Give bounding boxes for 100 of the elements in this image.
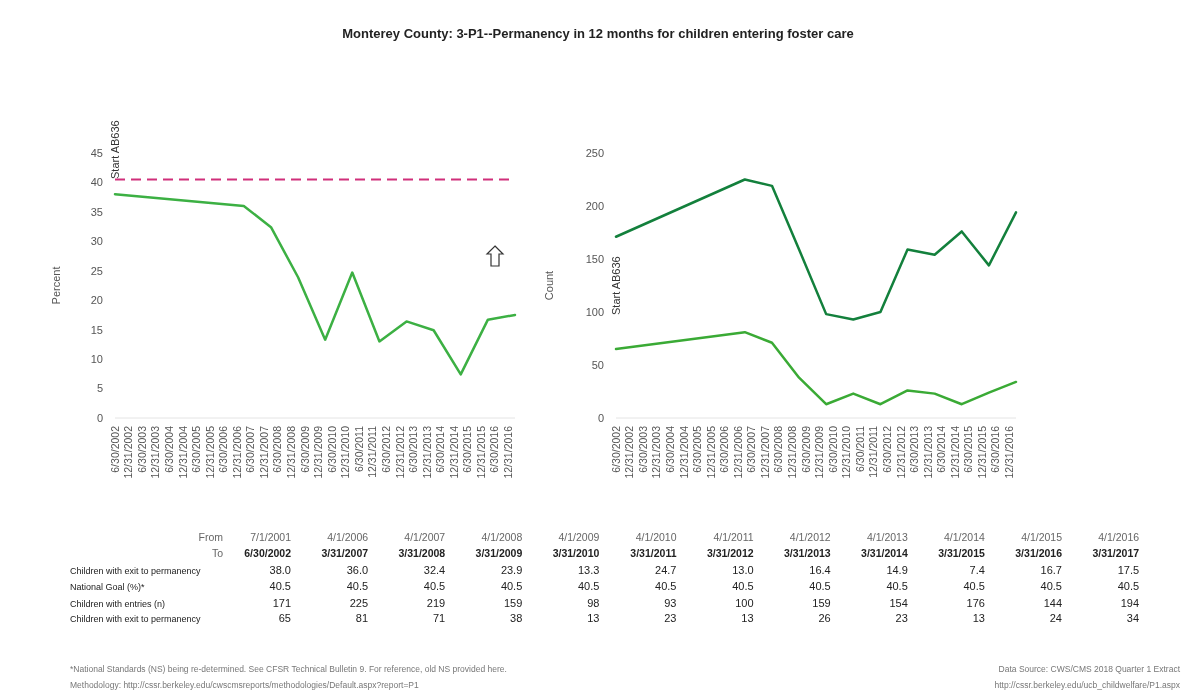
x-tick-label: 6/30/2015 bbox=[461, 425, 474, 473]
data-label: 81 bbox=[355, 612, 369, 624]
category-label: 3/31/2008 bbox=[398, 547, 446, 559]
x-tick-label: 6/30/2006 bbox=[718, 425, 731, 473]
annotation: Start AB636 bbox=[609, 256, 622, 315]
y-tick-label: 15 bbox=[90, 323, 103, 336]
data-label: 65 bbox=[278, 612, 291, 624]
data-label: 154 bbox=[889, 597, 908, 609]
y-tick-label: 0 bbox=[597, 411, 604, 424]
text: To bbox=[211, 547, 224, 559]
data-label: 144 bbox=[1043, 597, 1062, 609]
data-label: 24 bbox=[1049, 612, 1062, 624]
category-label: 3/31/2009 bbox=[475, 547, 523, 559]
text: 4/1/2009 bbox=[558, 531, 600, 543]
category-label: 3/31/2010 bbox=[552, 547, 600, 559]
x-tick-label: 6/30/2007 bbox=[244, 425, 257, 473]
data-label: 32.4 bbox=[423, 564, 446, 576]
data-label: 16.4 bbox=[809, 564, 831, 576]
x-tick-label: 6/30/2013 bbox=[907, 425, 920, 473]
y-tick-label: 30 bbox=[90, 235, 103, 248]
x-tick-label: 6/30/2016 bbox=[989, 425, 1002, 473]
data-label: 23.9 bbox=[500, 564, 523, 576]
x-tick-label: 6/30/2005 bbox=[691, 425, 704, 473]
x-tick-label: 6/30/2006 bbox=[217, 425, 230, 473]
data-label: 16.7 bbox=[1040, 564, 1062, 576]
x-tick-label: 6/30/2015 bbox=[962, 425, 975, 473]
text: 4/1/2014 bbox=[944, 531, 986, 543]
text: Children with exit to permanency bbox=[70, 566, 202, 576]
y-tick-label: 150 bbox=[585, 252, 604, 265]
category-label: 3/31/2017 bbox=[1092, 547, 1140, 559]
x-tick-label: 12/31/2006 bbox=[230, 425, 243, 479]
category-label: 3/31/2012 bbox=[706, 547, 754, 559]
text: 4/1/2010 bbox=[635, 531, 677, 543]
x-tick-label: 12/31/2007 bbox=[257, 425, 270, 479]
data-label: 23 bbox=[895, 612, 908, 624]
x-tick-label: 6/30/2008 bbox=[772, 425, 785, 473]
data-label: 40.5 bbox=[500, 580, 523, 592]
y-tick-label: 50 bbox=[591, 358, 604, 371]
x-tick-label: 12/31/2012 bbox=[894, 425, 907, 479]
x-tick-label: 6/30/2011 bbox=[853, 425, 866, 472]
text: Children with exit to permanency bbox=[70, 614, 202, 624]
text: 4/1/2016 bbox=[1098, 531, 1140, 543]
text: 4/1/2015 bbox=[1021, 531, 1063, 543]
data-label: 40.5 bbox=[886, 580, 908, 592]
x-tick-label: 12/31/2014 bbox=[447, 425, 460, 479]
x-tick-label: 12/31/2006 bbox=[731, 425, 744, 479]
x-tick-label: 6/30/2007 bbox=[745, 425, 758, 473]
data-label: 40.5 bbox=[346, 580, 369, 592]
category-label: 6/30/2002 bbox=[244, 547, 292, 559]
data-label: 159 bbox=[812, 597, 831, 609]
y-tick-label: 20 bbox=[90, 294, 103, 307]
text: Monterey County: 3-P1--Permanency in 12 months for children entering foster care bbox=[342, 26, 854, 41]
data-label: 40.5 bbox=[963, 580, 985, 592]
data-label: 24.7 bbox=[655, 564, 677, 576]
x-tick-label: 12/31/2002 bbox=[122, 425, 135, 479]
data-label: 194 bbox=[1120, 597, 1140, 609]
x-tick-label: 12/31/2008 bbox=[285, 425, 298, 479]
y-tick-label: 0 bbox=[96, 411, 103, 424]
x-tick-label: 6/30/2010 bbox=[826, 425, 839, 473]
text: 4/1/2006 bbox=[327, 531, 369, 543]
line-series bbox=[614, 330, 1018, 406]
text: From bbox=[198, 531, 224, 543]
data-label: 40.5 bbox=[809, 580, 831, 592]
data-label: 171 bbox=[272, 597, 291, 609]
data-label: 13.3 bbox=[577, 564, 600, 576]
x-tick-label: 6/30/2004 bbox=[162, 425, 175, 473]
y-tick-label: 200 bbox=[585, 199, 604, 212]
x-tick-label: 12/31/2013 bbox=[420, 425, 433, 479]
category-label: 3/31/2011 bbox=[630, 547, 677, 559]
y-tick-label: 25 bbox=[90, 264, 103, 277]
x-tick-label: 12/31/2003 bbox=[149, 425, 162, 479]
data-label: 100 bbox=[735, 597, 754, 609]
x-tick-label: 12/31/2016 bbox=[501, 425, 514, 479]
x-tick-label: 6/30/2013 bbox=[406, 425, 419, 473]
data-label: 219 bbox=[426, 597, 446, 609]
data-label: 13.0 bbox=[732, 564, 754, 576]
line-series bbox=[113, 192, 517, 376]
source-note: Data Source: CWS/CMS 2018 Quarter 1 Extract bbox=[998, 664, 1181, 674]
text: Methodology: http://cssr.berkeley.edu/cwscmsreports/methodologies/Default.aspx?report=P1 bbox=[70, 680, 420, 690]
data-label: 13 bbox=[972, 612, 985, 624]
x-tick-label: 12/31/2010 bbox=[840, 425, 853, 479]
x-tick-label: 12/31/2009 bbox=[813, 425, 826, 479]
x-tick-label: 6/30/2014 bbox=[935, 425, 948, 473]
line-series bbox=[614, 178, 1018, 321]
y-tick-label: 5 bbox=[96, 382, 103, 395]
x-tick-label: 6/30/2003 bbox=[636, 425, 649, 473]
data-label: 34 bbox=[1126, 612, 1140, 624]
y-tick-label: 100 bbox=[585, 305, 604, 318]
x-tick-label: 12/31/2007 bbox=[758, 425, 771, 479]
category-label: 3/31/2013 bbox=[783, 547, 831, 559]
data-label: 14.9 bbox=[886, 564, 908, 576]
x-tick-label: 12/31/2016 bbox=[1002, 425, 1015, 479]
annotation: Start AB636 bbox=[108, 120, 121, 179]
x-tick-label: 12/31/2002 bbox=[623, 425, 636, 479]
data-label: 40.5 bbox=[1117, 580, 1140, 592]
data-label: 23 bbox=[664, 612, 677, 624]
x-tick-label: 6/30/2002 bbox=[609, 425, 622, 473]
data-label: 40.5 bbox=[577, 580, 600, 592]
category-label: 3/31/2007 bbox=[321, 547, 369, 559]
y-tick-label: 45 bbox=[90, 146, 103, 159]
